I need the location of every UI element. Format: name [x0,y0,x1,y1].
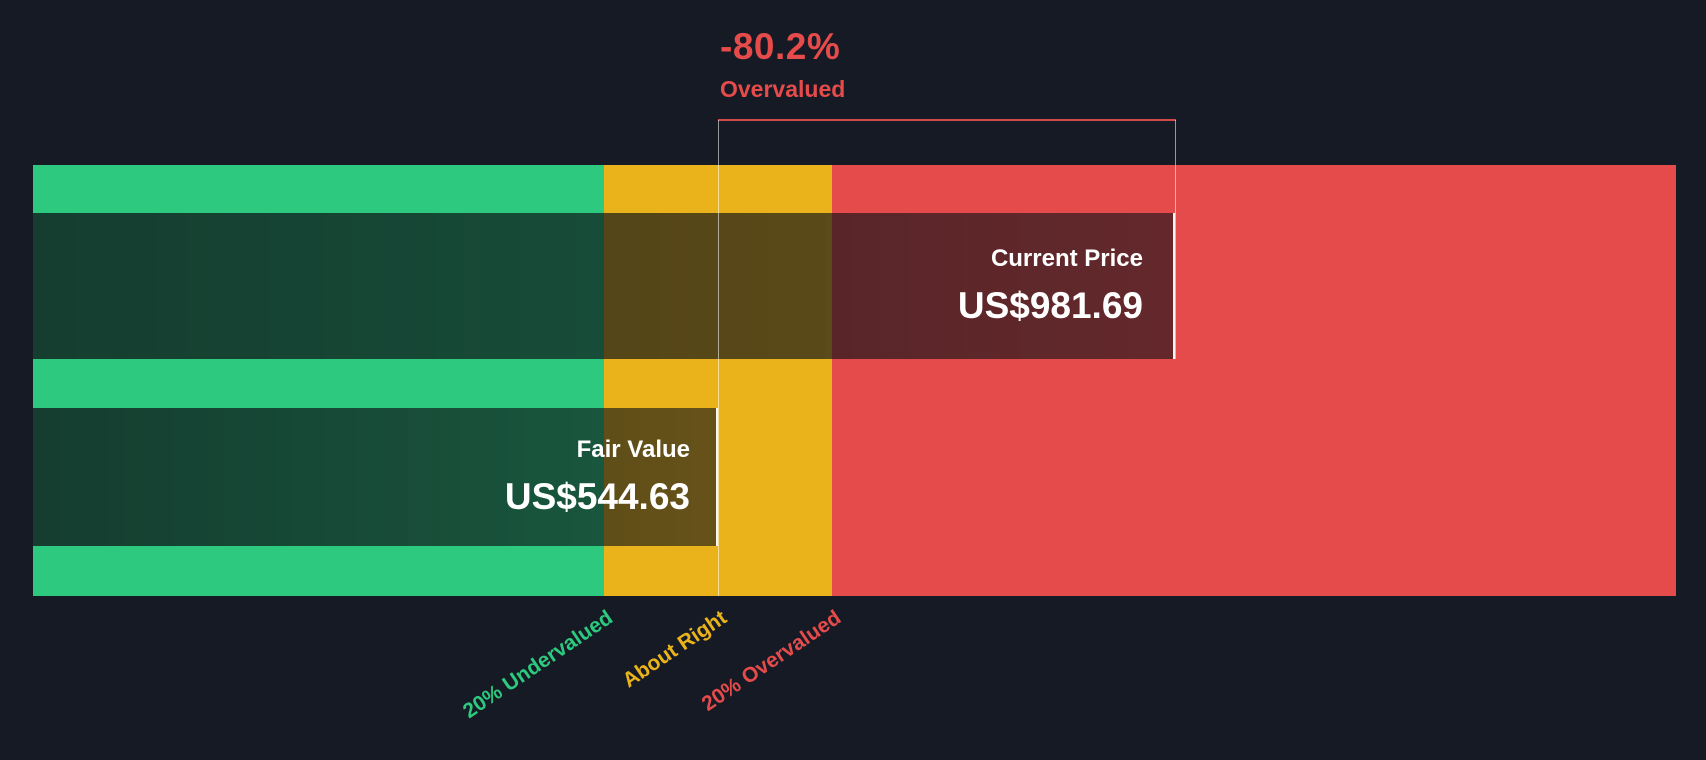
current-price-label: Current Price [990,245,1143,272]
current-price-value: US$981.69 [957,285,1143,326]
fair-value-bar: Fair Value US$544.63 [33,408,718,546]
axis-label-about-right: About Right [618,606,731,693]
fair-value-label: Fair Value [576,436,690,463]
delta-status-label: Overvalued [720,76,846,102]
fair-value-value: US$544.63 [504,476,690,517]
current-price-bar: Current Price US$981.69 [33,213,1175,359]
axis-label-undervalued: 20% Undervalued [458,606,617,723]
valuation-band: Current Price US$981.69 Fair Value US$54… [33,165,1676,596]
bracket-line [718,119,1176,121]
delta-percent: -80.2% [720,26,841,67]
guide-line-current-price [1175,120,1176,359]
guide-line-fair-value [718,120,719,596]
